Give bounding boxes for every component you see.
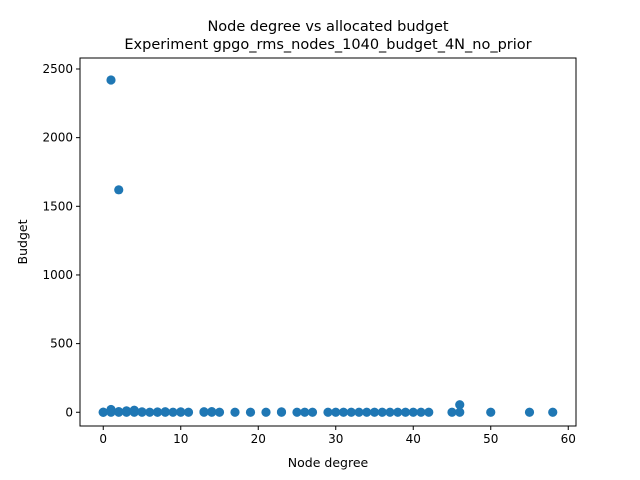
x-tick-label: 50 (483, 432, 498, 446)
data-point-45 (369, 407, 380, 417)
data-point-52 (424, 407, 434, 417)
data-point-39 (323, 407, 333, 417)
y-tick-label: 1500 (42, 199, 73, 213)
data-point-51 (416, 407, 426, 417)
data-point-37 (300, 407, 310, 417)
x-tick-label: 60 (561, 432, 576, 446)
data-point-57 (524, 407, 535, 417)
x-tick-label: 10 (173, 432, 188, 446)
x-axis-ticks: 0 10 20 30 40 50 60 (99, 426, 576, 446)
y-axis-ticks: 0 500 1000 1500 2000 2500 (42, 62, 80, 419)
data-point-6 (106, 406, 116, 417)
chart-subtitle: Experiment gpgo_rms_nodes_1040_budget_4N… (124, 37, 531, 53)
data-point-36 (292, 407, 302, 417)
data-point-41 (338, 407, 349, 417)
data-point-46 (377, 407, 387, 417)
plot-frame (79, 57, 577, 427)
data-point-32 (245, 407, 256, 417)
data-point-14 (129, 405, 139, 415)
data-points (98, 75, 558, 417)
y-tick-label: 0 (65, 405, 73, 419)
data-point-48 (393, 407, 403, 417)
y-tick-label: 500 (50, 337, 73, 351)
data-point-0 (106, 75, 116, 85)
y-tick-label: 1000 (42, 268, 73, 282)
data-point-58 (548, 407, 558, 417)
data-point-49 (400, 407, 411, 417)
data-point-42 (346, 407, 356, 417)
y-axis-label: Budget (15, 219, 30, 264)
data-point-27 (199, 407, 209, 417)
data-point-47 (385, 407, 395, 417)
data-point-30 (214, 407, 225, 417)
x-axis-label: Node degree (288, 455, 369, 470)
data-point-22 (168, 407, 178, 417)
y-tick-label: 2000 (42, 131, 73, 145)
data-point-29 (207, 406, 217, 417)
x-tick-label: 0 (99, 432, 107, 446)
data-point-21 (160, 407, 170, 417)
data-point-50 (408, 407, 418, 417)
data-point-8 (114, 406, 124, 417)
x-tick-label: 20 (251, 432, 266, 446)
data-point-16 (137, 407, 147, 417)
y-tick-label: 2500 (42, 62, 73, 76)
data-point-17 (145, 407, 155, 417)
data-point-1 (114, 185, 124, 195)
data-point-38 (307, 407, 318, 417)
data-point-11 (121, 406, 132, 417)
x-tick-label: 30 (328, 432, 343, 446)
chart-title: Node degree vs allocated budget (207, 19, 448, 35)
data-point-24 (176, 407, 186, 417)
data-point-53 (447, 407, 457, 417)
data-point-19 (152, 407, 163, 417)
data-point-44 (362, 407, 372, 417)
x-tick-label: 40 (406, 432, 421, 446)
data-point-33 (261, 407, 271, 417)
data-point-54 (455, 400, 465, 410)
data-point-25 (183, 407, 194, 417)
data-point-56 (486, 407, 496, 417)
data-point-35 (276, 407, 287, 417)
data-point-40 (331, 407, 341, 417)
data-point-31 (230, 407, 240, 417)
data-point-43 (354, 407, 364, 417)
data-point-3 (98, 407, 108, 417)
data-point-55 (455, 407, 465, 417)
